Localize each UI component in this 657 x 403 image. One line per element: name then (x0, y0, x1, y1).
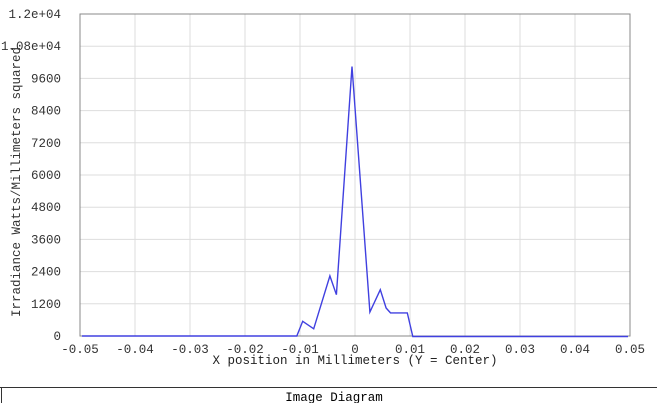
svg-text:X position in Millimeters (Y =: X position in Millimeters (Y = Center) (212, 354, 497, 368)
svg-text:6000: 6000 (31, 169, 61, 183)
svg-text:0: 0 (53, 330, 61, 344)
svg-text:1.2e+04: 1.2e+04 (8, 8, 61, 22)
svg-text:Image Diagram: Image Diagram (285, 391, 383, 403)
svg-text:Irradiance Watts/Millimeters s: Irradiance Watts/Millimeters squared (10, 47, 24, 317)
svg-text:0.05: 0.05 (615, 343, 645, 357)
svg-text:4800: 4800 (31, 201, 61, 215)
svg-text:0.03: 0.03 (505, 343, 535, 357)
svg-text:9600: 9600 (31, 72, 61, 86)
svg-text:0.04: 0.04 (560, 343, 590, 357)
svg-text:-0.03: -0.03 (171, 343, 209, 357)
svg-text:-0.05: -0.05 (61, 343, 99, 357)
svg-text:7200: 7200 (31, 137, 61, 151)
svg-text:8400: 8400 (31, 105, 61, 119)
svg-text:1200: 1200 (31, 298, 61, 312)
svg-text:3600: 3600 (31, 233, 61, 247)
svg-text:2400: 2400 (31, 266, 61, 280)
svg-text:-0.04: -0.04 (116, 343, 154, 357)
